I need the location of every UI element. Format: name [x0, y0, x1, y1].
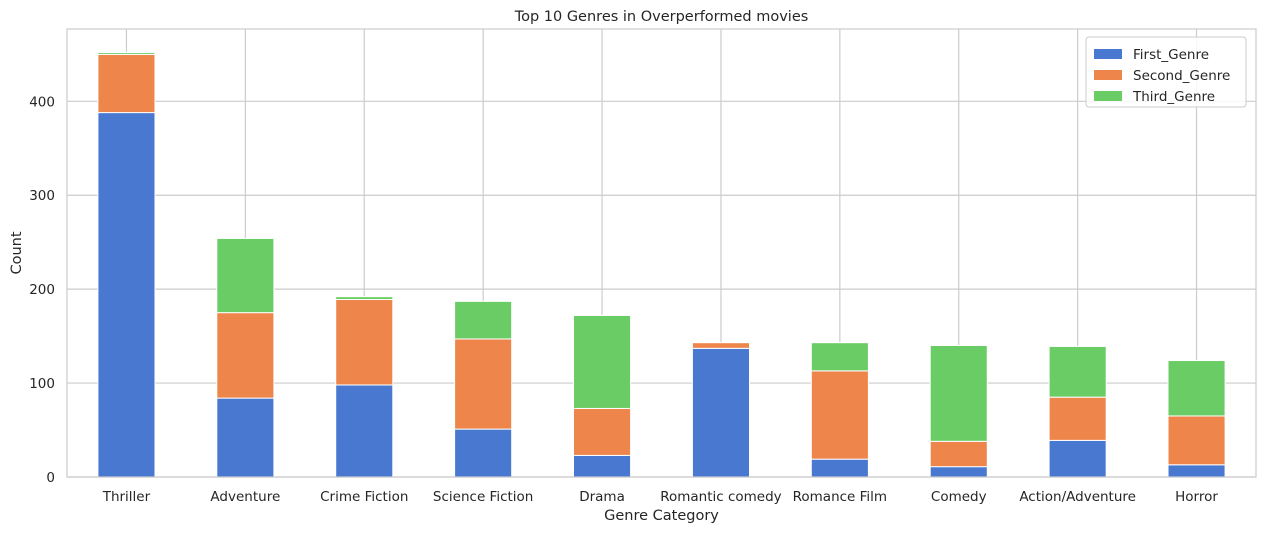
bar-second-genre-drama	[573, 407, 632, 456]
x-tick-label: Science Fiction	[433, 489, 533, 505]
bar-second-genre-action-adventure	[1048, 396, 1107, 441]
legend-box	[1085, 36, 1247, 108]
legend-swatch	[1094, 70, 1122, 80]
bar-first-genre-romantic-comedy	[691, 347, 750, 478]
bar-first-genre-drama	[573, 454, 632, 478]
bar-first-genre-thriller	[97, 112, 156, 478]
y-tick-label: 400	[29, 94, 55, 110]
bar-first-genre-adventure	[216, 397, 275, 478]
x-tick-label: Thriller	[102, 489, 151, 505]
y-tick-label: 200	[29, 282, 55, 298]
bar-first-genre-action-adventure	[1048, 439, 1107, 478]
bar-third-genre-thriller	[97, 51, 156, 55]
x-tick-label: Comedy	[931, 489, 987, 505]
legend-label: First_Genre	[1133, 47, 1209, 63]
legend-swatch	[1094, 49, 1122, 59]
y-tick-label: 300	[29, 188, 55, 204]
x-tick-label: Horror	[1175, 489, 1218, 505]
bar-third-genre-romance-film	[810, 342, 869, 372]
bar-third-genre-horror	[1167, 360, 1226, 417]
bar-first-genre-comedy	[929, 466, 988, 478]
y-axis-label: Count	[9, 231, 25, 274]
chart-title: Top 10 Genres in Overperformed movies	[514, 9, 809, 25]
x-tick-label: Romance Film	[793, 489, 887, 505]
bar-second-genre-horror	[1167, 415, 1226, 466]
bar-second-genre-romantic-comedy	[691, 342, 750, 349]
y-tick-label: 100	[29, 376, 55, 392]
bar-second-genre-science-fiction	[454, 338, 513, 430]
x-tick-label: Crime Fiction	[320, 489, 408, 505]
x-tick-label: Romantic comedy	[660, 489, 781, 505]
x-tick-label: Action/Adventure	[1019, 489, 1136, 505]
bar-third-genre-science-fiction	[454, 300, 513, 340]
bar-third-genre-crime-fiction	[335, 296, 394, 300]
bar-second-genre-comedy	[929, 440, 988, 468]
legend-label: Third_Genre	[1132, 89, 1215, 105]
y-tick-label: 0	[46, 470, 55, 486]
bar-first-genre-horror	[1167, 464, 1226, 478]
x-axis-label: Genre Category	[604, 508, 719, 524]
x-tick-label: Adventure	[210, 489, 280, 505]
plot-frame	[66, 28, 1257, 478]
bar-third-genre-adventure	[216, 237, 275, 314]
bar-second-genre-thriller	[97, 53, 156, 114]
bar-second-genre-adventure	[216, 312, 275, 399]
bar-first-genre-crime-fiction	[335, 384, 394, 478]
bars	[97, 51, 1226, 478]
bar-first-genre-romance-film	[810, 458, 869, 478]
bar-second-genre-crime-fiction	[335, 298, 394, 386]
legend: First_Genre Second_Genre Third_Genre	[1085, 36, 1247, 108]
bar-third-genre-comedy	[929, 345, 988, 442]
bar-first-genre-science-fiction	[454, 428, 513, 478]
legend-label: Second_Genre	[1133, 68, 1230, 84]
x-tick-label: Drama	[579, 489, 625, 505]
y-tick-labels: 0 100 200 300 400	[29, 94, 55, 486]
bar-third-genre-drama	[573, 314, 632, 409]
bar-third-genre-action-adventure	[1048, 345, 1107, 398]
bar-second-genre-romance-film	[810, 370, 869, 460]
legend-swatch	[1094, 91, 1122, 101]
x-tick-labels: Thriller Adventure Crime Fiction Science Fi…	[102, 489, 1219, 505]
